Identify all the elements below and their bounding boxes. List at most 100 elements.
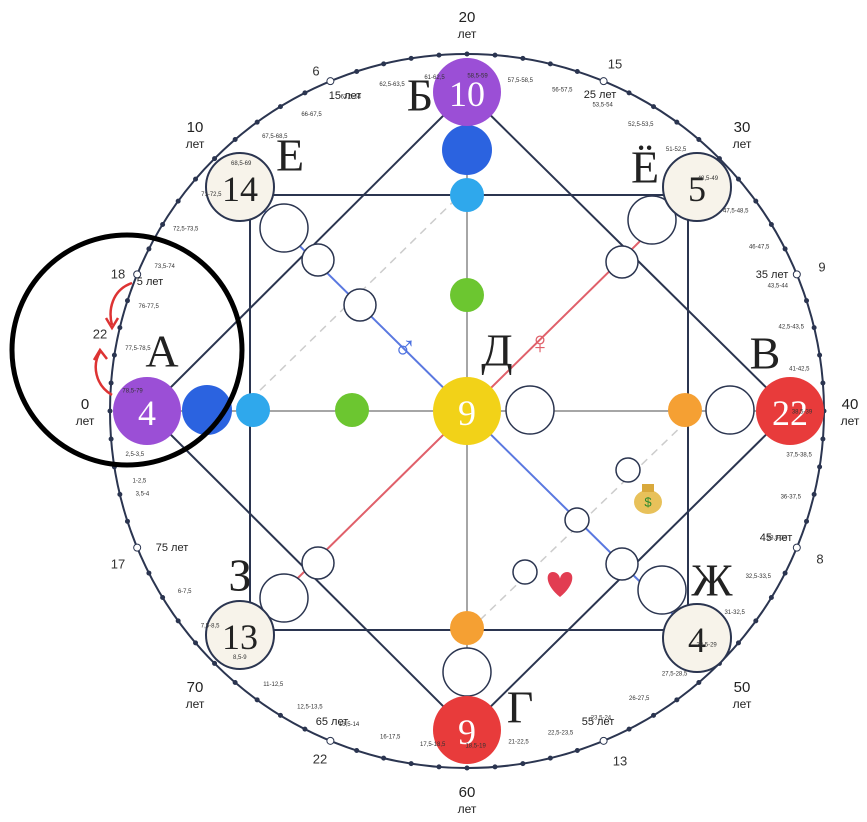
range-label: 37,5-38,5 [786,452,812,458]
year-label: 65 лет [316,716,349,728]
age-dot [817,464,823,470]
age-dot [626,726,632,732]
age-marker-dot [326,736,335,745]
age-dot [212,156,218,162]
age-ticks [107,51,827,771]
point-letter: Ё [631,142,659,193]
circle [301,243,335,277]
age-dot [408,55,414,61]
age-marker-dot [326,77,335,86]
side-number: 17 [111,556,125,571]
range-label: 48,5-49 [698,176,719,182]
labels: 0лет10лет20лет30лет40лет50лет60лет70лет6… [76,9,860,816]
point-number: 22 [772,393,808,433]
age-dot [254,697,260,703]
year-label: 5 лет [137,276,163,288]
circle [301,546,335,580]
age-dot [277,104,283,110]
age-dot [354,68,360,74]
range-label: 32,5-33,5 [746,574,772,580]
age-dot [146,570,152,576]
age-dot [782,246,788,252]
female-symbol: ♀ [528,324,552,360]
circle [615,457,641,483]
range-label: 67,5-68,5 [262,134,288,140]
side-number: 9 [818,259,825,274]
range-label: 13,5-14 [339,722,360,728]
side-number: 13 [613,753,627,768]
age-unit: лет [458,802,477,816]
range-label: 62,5-63,5 [379,82,405,88]
range-label: 6-7,5 [178,589,192,595]
range-label: 78,5-79 [122,388,143,394]
year-label: 75 лет [156,542,189,554]
age-dot [574,68,580,74]
age-dot [820,380,826,386]
age-dot [354,748,360,754]
range-label: 58,5-59 [467,74,488,80]
age-dot [574,748,580,754]
circle [705,385,755,435]
range-label: 63,5-64 [341,94,362,100]
age-dot [117,325,123,331]
age-dot [117,491,123,497]
age-dot [696,679,702,685]
inner-circles [182,125,755,697]
age-dot [232,679,238,685]
arrow [94,351,113,397]
age-dot [212,660,218,666]
range-label: 71-72,5 [201,192,222,198]
point-number: 4 [138,393,156,433]
age-dot [160,221,166,227]
range-label: 1-2,5 [133,478,147,484]
age-dot [408,761,414,767]
range-label: 16-17,5 [380,735,401,741]
point-circle [433,696,501,764]
age-marker-dot [792,543,801,552]
year-label: 15 лет [329,90,362,102]
point-circle [756,377,824,445]
age-dot [175,198,181,204]
age-marker-dot [599,736,608,745]
age-dot [804,518,810,524]
point-circle [662,603,732,673]
range-label: 52,5-53,5 [628,122,654,128]
age-dot [175,618,181,624]
side-number: 8 [816,551,823,566]
circle [259,573,309,623]
side-number: 15 [608,56,622,71]
age-dot [193,176,199,182]
circle [505,385,555,435]
age-dot [735,176,741,182]
range-label: 43,5-44 [768,283,789,289]
circle [450,278,484,312]
arrow [109,281,133,326]
range-label: 56-57,5 [552,87,573,93]
range-label: 46-47,5 [749,245,770,251]
range-label: 28,5-29 [696,643,717,649]
point-number: 5 [688,169,706,209]
age-dot [492,764,498,770]
year-label: 25 лет [584,89,617,101]
range-label: 42,5-43,5 [779,324,805,330]
range-label: 26-27,5 [629,696,650,702]
age-label: 30 [734,119,751,136]
range-label: 68,5-69 [231,161,252,167]
age-dot [735,640,741,646]
point-letter: Г [507,682,534,733]
age-marker-dot [599,77,608,86]
age-dot [302,90,308,96]
age-dot [696,137,702,143]
point-number: 4 [688,620,706,660]
age-dot [674,119,680,125]
circle [343,288,377,322]
age-label: 70 [187,679,204,696]
circle [564,507,590,533]
side-number: 18 [111,266,125,281]
point-circle [205,152,275,222]
point-letter: Д [481,325,512,376]
age-marker-dot [792,270,801,279]
heart-icon [547,572,573,597]
age-dot [811,325,817,331]
age-unit: лет [841,414,860,428]
